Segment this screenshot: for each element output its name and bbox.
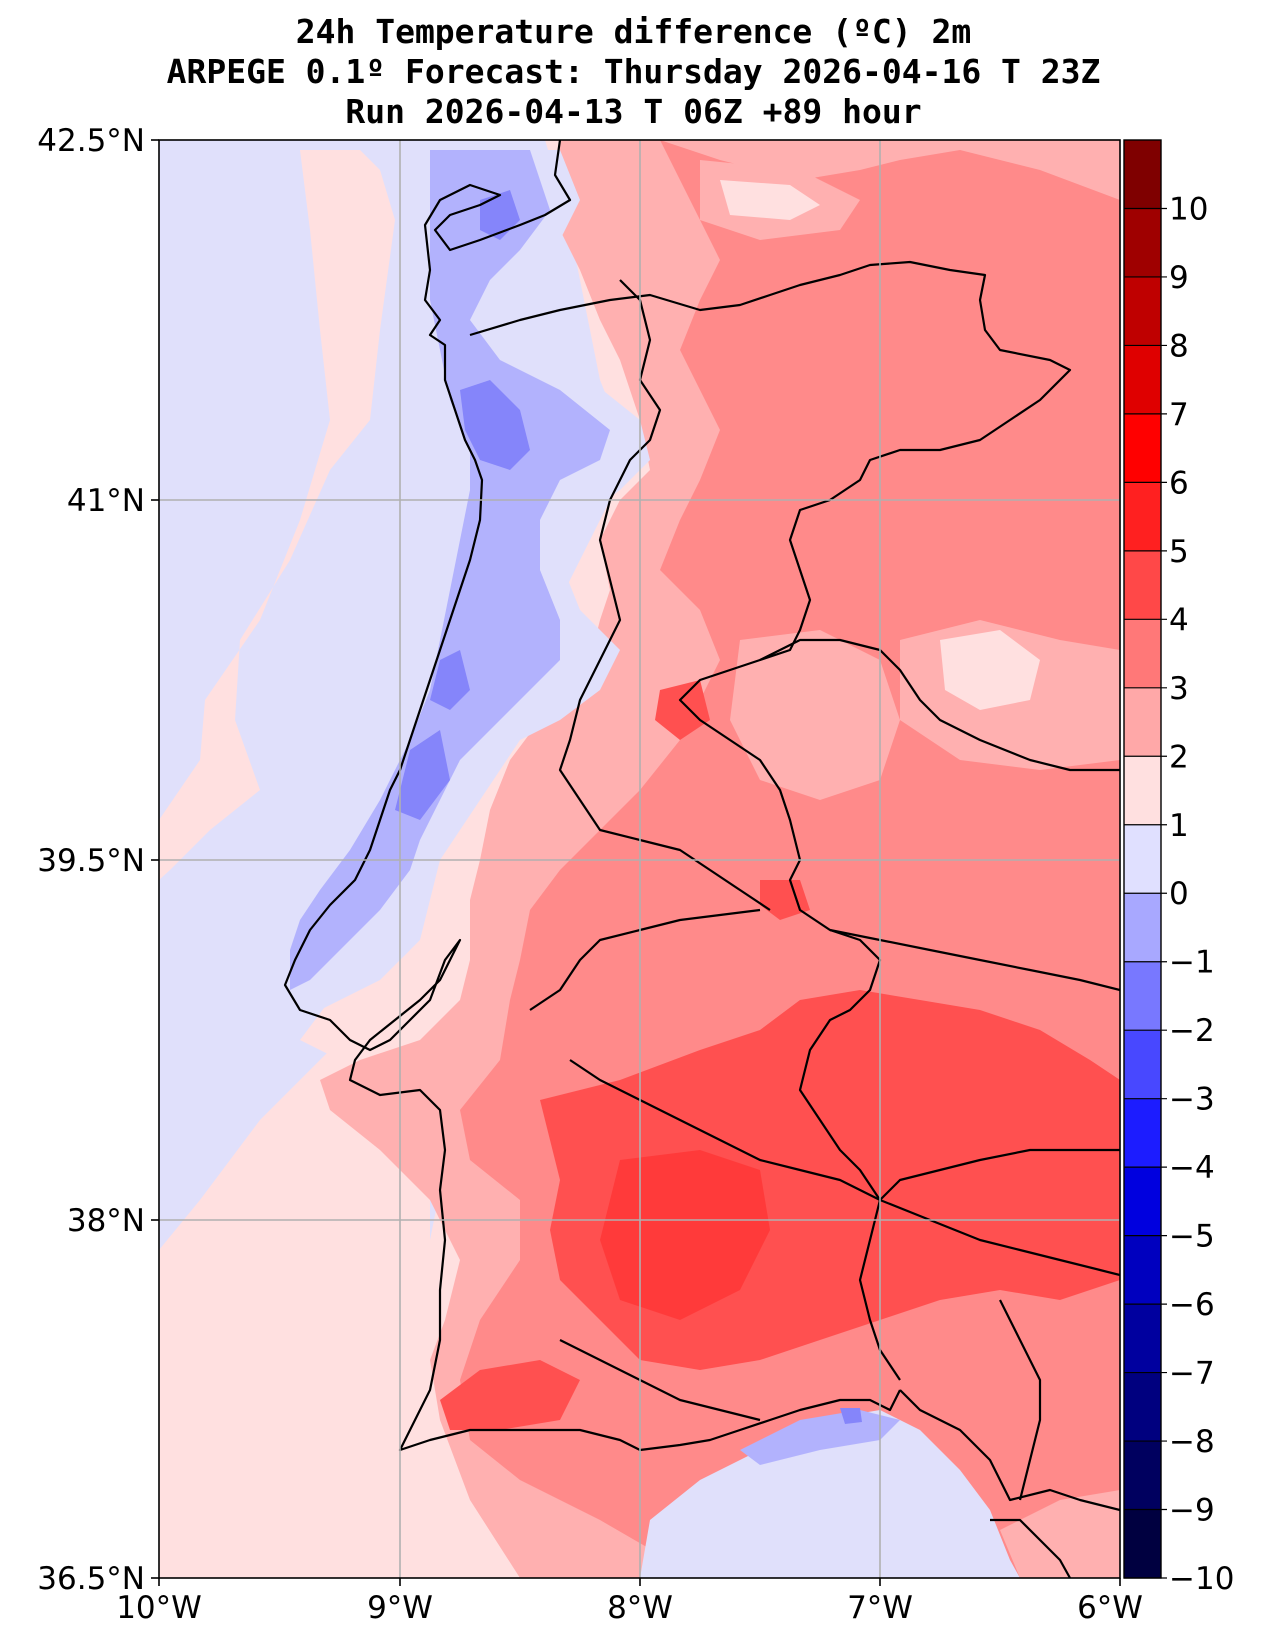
colorbar-segment — [1124, 1167, 1161, 1237]
ocean-warm-band — [159, 150, 395, 880]
lat-tick-label: 42.5°N — [37, 123, 145, 159]
region-border — [569, 1059, 1120, 1277]
colorbar-tick-label: 10 — [1169, 191, 1208, 227]
warm-patch — [730, 630, 900, 800]
colorbar-segment — [1124, 1030, 1161, 1100]
colorbar-segment — [1124, 619, 1161, 689]
colorbar-segment — [1124, 756, 1161, 826]
region-border — [529, 908, 761, 1011]
colorbar-tick-label: −5 — [1169, 1219, 1215, 1255]
cold-core — [430, 650, 470, 710]
colorbar-segment — [1124, 550, 1161, 620]
colorbar-tick-label: −4 — [1169, 1150, 1215, 1186]
colorbar-tick-label: 6 — [1169, 465, 1189, 501]
warm-patch-3-4 — [760, 880, 810, 920]
colorbar-segment — [1124, 1304, 1161, 1374]
cool-patch — [720, 180, 820, 220]
hotspot — [600, 1150, 770, 1320]
warm-patch-3-4 — [655, 680, 710, 740]
colorbar-tick-label: 9 — [1169, 260, 1189, 296]
colorbar-tick-label: −8 — [1169, 1424, 1215, 1460]
gridlines — [159, 140, 1120, 1578]
colorbar-segment — [1124, 893, 1161, 963]
colorbar-segment — [1124, 1098, 1161, 1168]
colorbar-tick-label: −3 — [1169, 1082, 1215, 1118]
region-border — [558, 279, 771, 911]
cold-core — [460, 380, 530, 470]
region-border — [999, 1299, 1042, 1501]
lat-tick-label: 36.5°N — [37, 1561, 145, 1597]
lon-tick-label: 10°W — [116, 1590, 202, 1626]
colorbar-tick-label: 5 — [1169, 534, 1189, 570]
colorbar-tick-label: −6 — [1169, 1287, 1215, 1323]
colorbar-tick-label: 1 — [1169, 808, 1189, 844]
colorbar-segment — [1124, 345, 1161, 415]
colorbar-segment — [1124, 208, 1161, 278]
map-title-line3: Run 2026-04-13 T 06Z +89 hour — [345, 92, 922, 131]
coastline-northeast — [990, 1518, 1071, 1578]
region-border — [559, 1339, 761, 1422]
lat-tick-label: 38°N — [67, 1203, 145, 1239]
gulf-cold-region — [640, 1410, 1020, 1578]
colorbar-segment — [1124, 1441, 1161, 1511]
cold-core — [480, 190, 520, 240]
coastline — [283, 140, 901, 1452]
colorbar-tick-label: 3 — [1169, 671, 1189, 707]
colorbar-segment — [1124, 961, 1161, 1031]
lat-tick-label: 41°N — [67, 483, 145, 519]
ocean-warm-band-south — [159, 1000, 430, 1578]
colorbar-segment — [1124, 276, 1161, 346]
colorbar-segment — [1124, 1372, 1161, 1442]
warm-patch-3-4 — [440, 1360, 580, 1430]
colorbar-tick-label: 7 — [1169, 397, 1189, 433]
colorbar-tick-label: −7 — [1169, 1356, 1215, 1392]
south-warm-strip — [1000, 1490, 1120, 1578]
colorbar-segment — [1124, 824, 1161, 894]
colorbar-tick-label: 0 — [1169, 876, 1189, 912]
colorbar-tick-label: 8 — [1169, 328, 1189, 364]
colorbar-tick-label: −9 — [1169, 1493, 1215, 1529]
gulf-cold-core — [840, 1408, 862, 1424]
lon-tick-label: 6°W — [1077, 1590, 1143, 1626]
colorbar-segment — [1124, 482, 1161, 552]
gulf-cold-core — [740, 1410, 900, 1465]
cold-core — [395, 730, 450, 820]
cool-patch — [940, 630, 1040, 710]
border-es-pt — [469, 260, 1072, 1381]
colorbar-tick-label: 4 — [1169, 602, 1189, 638]
colorbar-segment — [1124, 1509, 1161, 1579]
lat-axis: 42.5°N 41°N 39.5°N 38°N 36.5°N — [37, 123, 159, 1597]
lon-tick-label: 9°W — [367, 1590, 433, 1626]
coastline-south-east — [899, 1389, 1120, 1512]
lat-tick-label: 39.5°N — [37, 843, 145, 879]
lon-tick-label: 7°W — [847, 1590, 913, 1626]
region-border — [879, 1148, 1120, 1201]
colorbar-tick-label: −2 — [1169, 1013, 1215, 1049]
coastal-cold-band-2 — [290, 150, 610, 990]
colorbar-segment — [1124, 1235, 1161, 1305]
colorbar-tick-label: −10 — [1169, 1561, 1234, 1597]
colorbar-segment — [1124, 140, 1161, 209]
colorbar-segment — [1124, 413, 1161, 483]
map-title-line1: 24h Temperature difference (ºC) 2m — [295, 12, 972, 51]
region-border — [759, 638, 1120, 772]
colorbar-tick-label: −1 — [1169, 945, 1215, 981]
colorbar-segment — [1124, 687, 1161, 757]
coastline-borders — [283, 140, 1120, 1578]
lon-axis: 10°W 9°W 8°W 7°W 6°W — [116, 1578, 1143, 1626]
map-title-line2: ARPEGE 0.1º Forecast: Thursday 2026-04-1… — [166, 52, 1101, 91]
colorbar-tick-label: 2 — [1169, 739, 1189, 775]
lon-tick-label: 8°W — [607, 1590, 673, 1626]
